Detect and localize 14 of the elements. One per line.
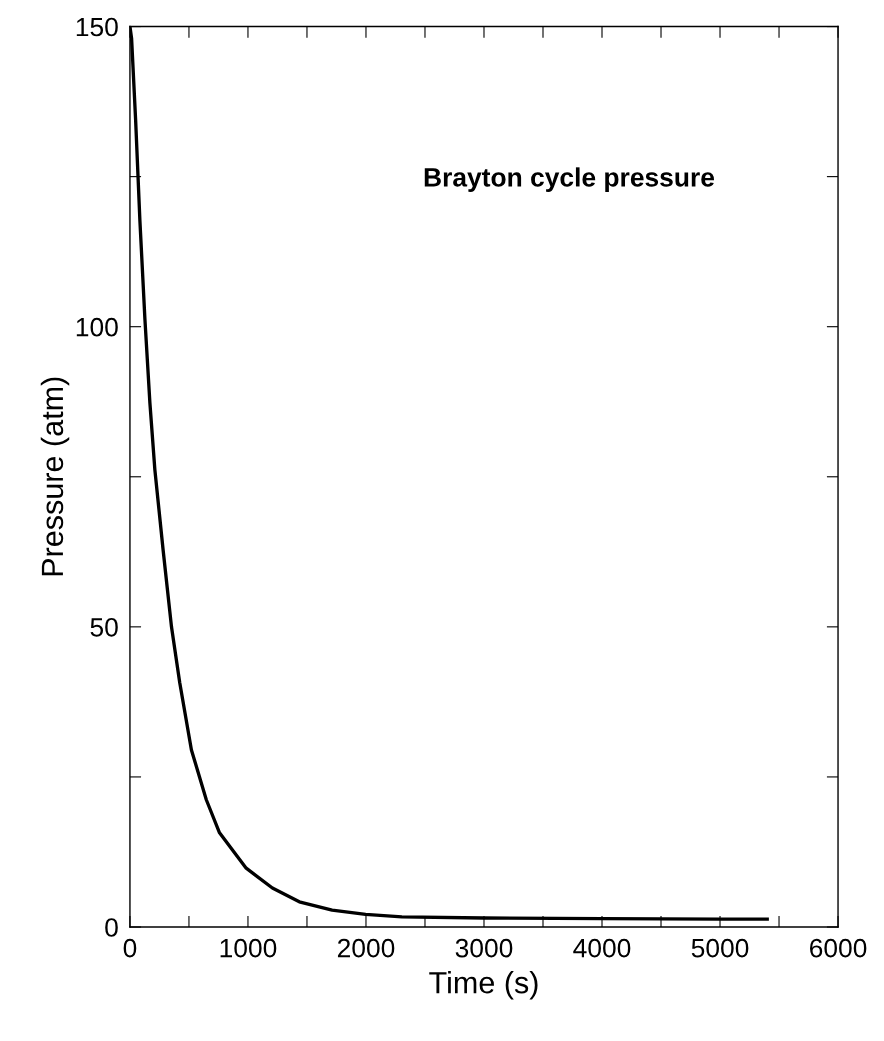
y-tick-label: 100 bbox=[76, 317, 118, 337]
x-tick-label: 3000 bbox=[455, 938, 513, 958]
y-tick-label: 50 bbox=[90, 617, 118, 637]
x-tick-label: 0 bbox=[123, 938, 137, 958]
y-tick-label: 150 bbox=[76, 17, 118, 37]
x-axis-title: Time (s) bbox=[429, 971, 538, 1000]
y-tick-label: 0 bbox=[105, 918, 118, 937]
y-axis-title: Pressure (atm) bbox=[40, 377, 70, 576]
text: Brayton cycle pressure bbox=[424, 167, 715, 192]
x-tick-label: 6000 bbox=[810, 938, 867, 958]
x-tick-label: 5000 bbox=[691, 938, 749, 958]
x-tick-label: 2000 bbox=[337, 938, 395, 958]
x-tick-label: 4000 bbox=[573, 938, 631, 958]
x-tick-label: 1000 bbox=[220, 938, 277, 958]
